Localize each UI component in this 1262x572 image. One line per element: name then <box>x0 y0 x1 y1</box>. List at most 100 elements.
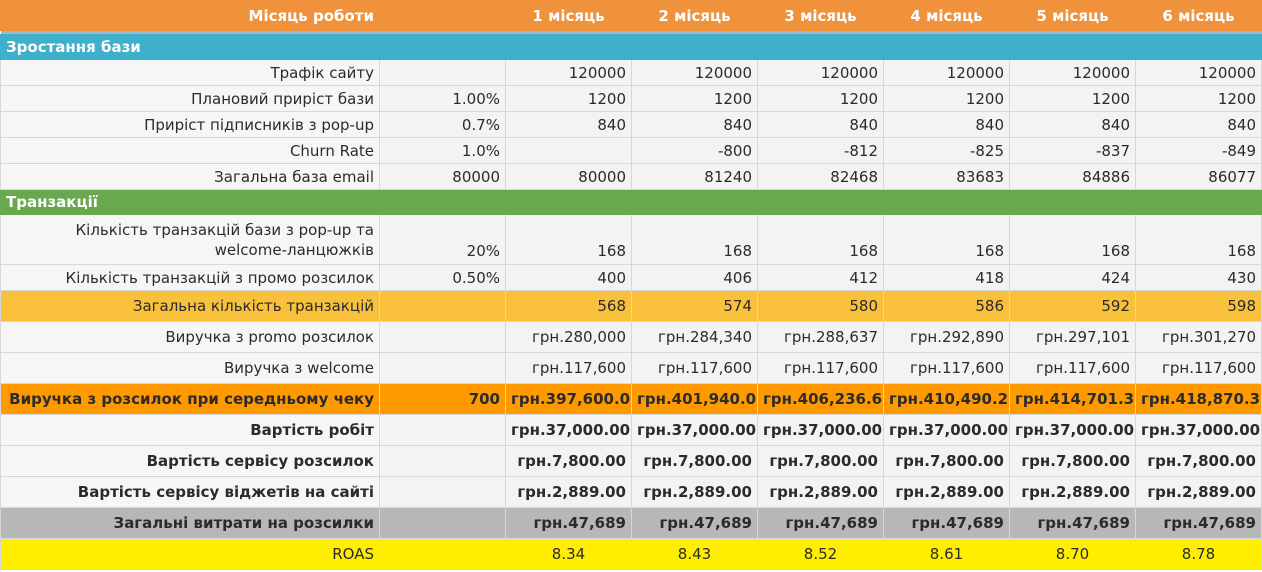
row-value-month-4[interactable]: -825 <box>883 137 1010 164</box>
row-label[interactable]: Загальні витрати на розсилки <box>0 507 380 539</box>
row-value-month-6[interactable]: грн.37,000.00 <box>1135 414 1262 446</box>
row-value-month-2[interactable]: грн.7,800.00 <box>631 445 758 477</box>
row-param[interactable] <box>379 476 506 508</box>
row-param[interactable] <box>379 445 506 477</box>
row-value-month-1[interactable]: 1200 <box>505 85 632 112</box>
row-value-month-5[interactable]: грн.37,000.00 <box>1009 414 1136 446</box>
header-month-1[interactable]: 1 місяць <box>505 0 632 31</box>
row-value-month-5[interactable]: грн.117,600 <box>1009 352 1136 384</box>
row-value-month-2[interactable]: -800 <box>631 137 758 164</box>
row-value-month-2[interactable]: 1200 <box>631 85 758 112</box>
row-label[interactable]: Приріст підписників з pop-up <box>0 111 380 138</box>
row-value-month-6[interactable]: грн.117,600 <box>1135 352 1262 384</box>
row-value-month-3[interactable]: грн.288,637 <box>757 321 884 353</box>
row-value-month-3[interactable]: -812 <box>757 137 884 164</box>
row-param[interactable]: 1.00% <box>379 85 506 112</box>
row-value-month-3[interactable]: 412 <box>757 264 884 291</box>
row-value-month-4[interactable]: грн.117,600 <box>883 352 1010 384</box>
row-value-month-5[interactable]: 840 <box>1009 111 1136 138</box>
row-value-month-4[interactable]: 83683 <box>883 163 1010 190</box>
row-value-month-6[interactable]: 168 <box>1135 214 1262 265</box>
row-value-month-5[interactable]: 424 <box>1009 264 1136 291</box>
row-value-month-2[interactable]: грн.37,000.00 <box>631 414 758 446</box>
row-value-month-5[interactable]: грн.414,701.33 <box>1009 383 1136 415</box>
row-label[interactable]: Загальна база email <box>0 163 380 190</box>
row-value-month-6[interactable]: грн.301,270 <box>1135 321 1262 353</box>
row-value-month-1[interactable]: 8.34 <box>505 538 632 570</box>
row-value-month-3[interactable]: 120000 <box>757 59 884 86</box>
row-value-month-2[interactable]: 840 <box>631 111 758 138</box>
row-value-month-6[interactable]: грн.47,689 <box>1135 507 1262 539</box>
row-label[interactable]: Churn Rate <box>0 137 380 164</box>
row-value-month-4[interactable]: грн.37,000.00 <box>883 414 1010 446</box>
row-value-month-6[interactable]: 430 <box>1135 264 1262 291</box>
row-value-month-1[interactable]: 80000 <box>505 163 632 190</box>
row-value-month-5[interactable]: грн.7,800.00 <box>1009 445 1136 477</box>
row-value-month-5[interactable]: грн.297,101 <box>1009 321 1136 353</box>
row-value-month-4[interactable]: грн.292,890 <box>883 321 1010 353</box>
row-value-month-5[interactable]: 84886 <box>1009 163 1136 190</box>
row-value-month-3[interactable]: 168 <box>757 214 884 265</box>
row-value-month-2[interactable]: 81240 <box>631 163 758 190</box>
header-label[interactable]: Місяць роботи <box>0 0 380 31</box>
row-label[interactable]: Плановий приріст бази <box>0 85 380 112</box>
row-value-month-4[interactable]: грн.47,689 <box>883 507 1010 539</box>
header-month-4[interactable]: 4 місяць <box>883 0 1010 31</box>
row-value-month-2[interactable]: грн.401,940.00 <box>631 383 758 415</box>
header-month-2[interactable]: 2 місяць <box>631 0 758 31</box>
row-value-month-5[interactable]: грн.2,889.00 <box>1009 476 1136 508</box>
row-value-month-1[interactable]: 400 <box>505 264 632 291</box>
row-value-month-1[interactable]: 840 <box>505 111 632 138</box>
section-growth-title[interactable]: Зростання бази <box>0 34 380 60</box>
row-label[interactable]: Загальна кількість транзакцій <box>0 290 380 322</box>
row-label[interactable]: Вартість робіт <box>0 414 380 446</box>
row-value-month-2[interactable]: грн.284,340 <box>631 321 758 353</box>
row-value-month-1[interactable]: грн.117,600 <box>505 352 632 384</box>
row-value-month-4[interactable]: 8.61 <box>883 538 1010 570</box>
row-param[interactable]: 1.0% <box>379 137 506 164</box>
row-label[interactable]: Кількість транзакцій бази з pop-up та we… <box>0 214 380 265</box>
row-value-month-2[interactable]: грн.117,600 <box>631 352 758 384</box>
row-value-month-5[interactable]: 8.70 <box>1009 538 1136 570</box>
row-value-month-1[interactable]: 568 <box>505 290 632 322</box>
row-value-month-3[interactable]: 840 <box>757 111 884 138</box>
row-value-month-6[interactable]: 120000 <box>1135 59 1262 86</box>
row-value-month-4[interactable]: 418 <box>883 264 1010 291</box>
row-value-month-5[interactable]: 168 <box>1009 214 1136 265</box>
row-value-month-3[interactable]: грн.2,889.00 <box>757 476 884 508</box>
row-param[interactable]: 0.50% <box>379 264 506 291</box>
row-label[interactable]: Виручка з promo розсилок <box>0 321 380 353</box>
row-value-month-4[interactable]: грн.2,889.00 <box>883 476 1010 508</box>
row-value-month-1[interactable]: 120000 <box>505 59 632 86</box>
row-value-month-6[interactable]: 8.78 <box>1135 538 1262 570</box>
header-param[interactable] <box>379 0 506 31</box>
row-value-month-2[interactable]: грн.47,689 <box>631 507 758 539</box>
row-label[interactable]: Вартість сервісу віджетів на сайті <box>0 476 380 508</box>
row-value-month-5[interactable]: 1200 <box>1009 85 1136 112</box>
row-value-month-3[interactable]: грн.37,000.00 <box>757 414 884 446</box>
row-label[interactable]: Кількість транзакцій з промо розсилок <box>0 264 380 291</box>
row-value-month-2[interactable]: 406 <box>631 264 758 291</box>
header-month-5[interactable]: 5 місяць <box>1009 0 1136 31</box>
row-value-month-6[interactable]: 598 <box>1135 290 1262 322</box>
row-param[interactable]: 0.7% <box>379 111 506 138</box>
row-value-month-1[interactable] <box>505 137 632 164</box>
row-value-month-3[interactable]: 580 <box>757 290 884 322</box>
row-value-month-4[interactable]: 168 <box>883 214 1010 265</box>
row-param[interactable] <box>379 507 506 539</box>
row-label[interactable]: ROAS <box>0 538 380 570</box>
row-value-month-6[interactable]: 1200 <box>1135 85 1262 112</box>
row-param[interactable] <box>379 414 506 446</box>
row-value-month-5[interactable]: 592 <box>1009 290 1136 322</box>
row-value-month-2[interactable]: 168 <box>631 214 758 265</box>
row-value-month-3[interactable]: 8.52 <box>757 538 884 570</box>
row-value-month-3[interactable]: грн.406,236.60 <box>757 383 884 415</box>
row-value-month-3[interactable]: грн.7,800.00 <box>757 445 884 477</box>
row-param[interactable] <box>379 321 506 353</box>
row-value-month-4[interactable]: грн.410,490.23 <box>883 383 1010 415</box>
row-value-month-5[interactable]: 120000 <box>1009 59 1136 86</box>
row-param[interactable]: 700 <box>379 383 506 415</box>
row-param[interactable] <box>379 352 506 384</box>
row-value-month-3[interactable]: 82468 <box>757 163 884 190</box>
row-value-month-4[interactable]: 120000 <box>883 59 1010 86</box>
